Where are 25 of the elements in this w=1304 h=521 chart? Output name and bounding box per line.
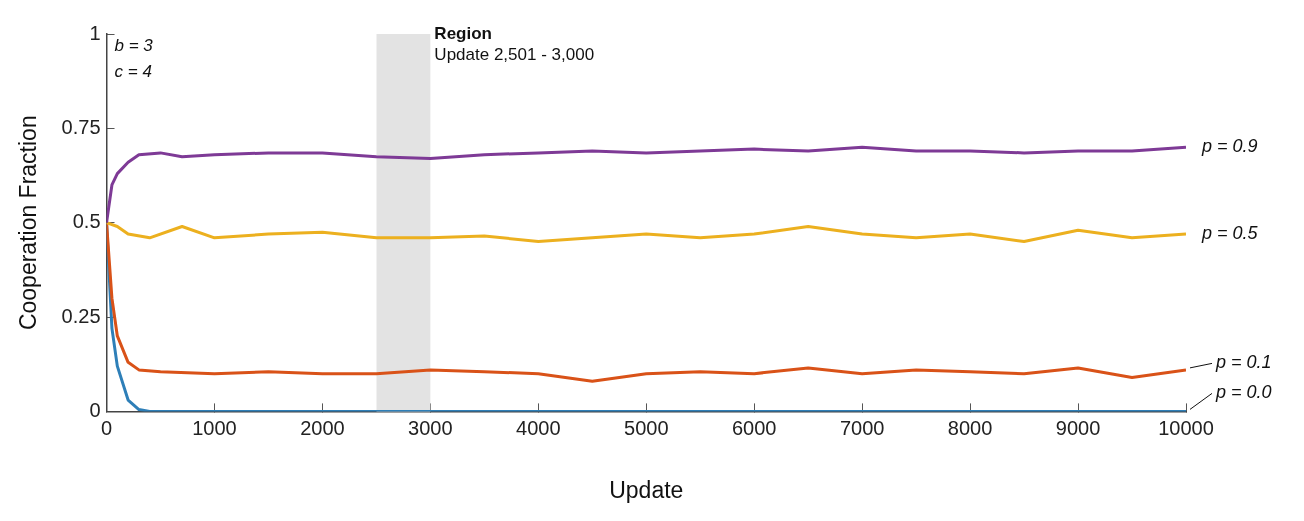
series-label: p = 0.9 [1201, 136, 1258, 157]
annotation: Update 2,501 - 3,000 [434, 45, 595, 65]
y-tick-label: 0.25 [61, 304, 101, 327]
band-label: Region [434, 24, 492, 44]
series-label: p = 0.1 [1215, 352, 1272, 373]
x-tick-label: 2000 [300, 416, 345, 439]
x-tick-label: 8000 [947, 416, 993, 439]
y-axis-title: Cooperation Fraction [15, 115, 42, 331]
x-tick-label: 5000 [624, 416, 669, 439]
y-tick-label: 0.5 [72, 210, 101, 233]
x-tick-label: 4000 [516, 416, 561, 439]
x-tick-label: 7000 [839, 416, 885, 439]
series-label: p = 0.5 [1201, 223, 1259, 244]
x-tick-label: 1000 [192, 416, 237, 439]
y-tick-label: 0 [89, 398, 101, 421]
annotation: c = 4 [114, 62, 152, 82]
annotation: b = 3 [114, 36, 154, 56]
y-tick-label: 1 [89, 21, 101, 44]
x-axis-title: Update [609, 476, 684, 503]
y-tick-label: 0.75 [61, 115, 101, 138]
x-tick-label: 6000 [731, 416, 777, 439]
x-tick-label: 10000 [1158, 416, 1214, 439]
series-label: p = 0.0 [1215, 382, 1272, 403]
x-tick-label: 9000 [1055, 416, 1101, 439]
x-tick-label: 3000 [408, 416, 453, 439]
